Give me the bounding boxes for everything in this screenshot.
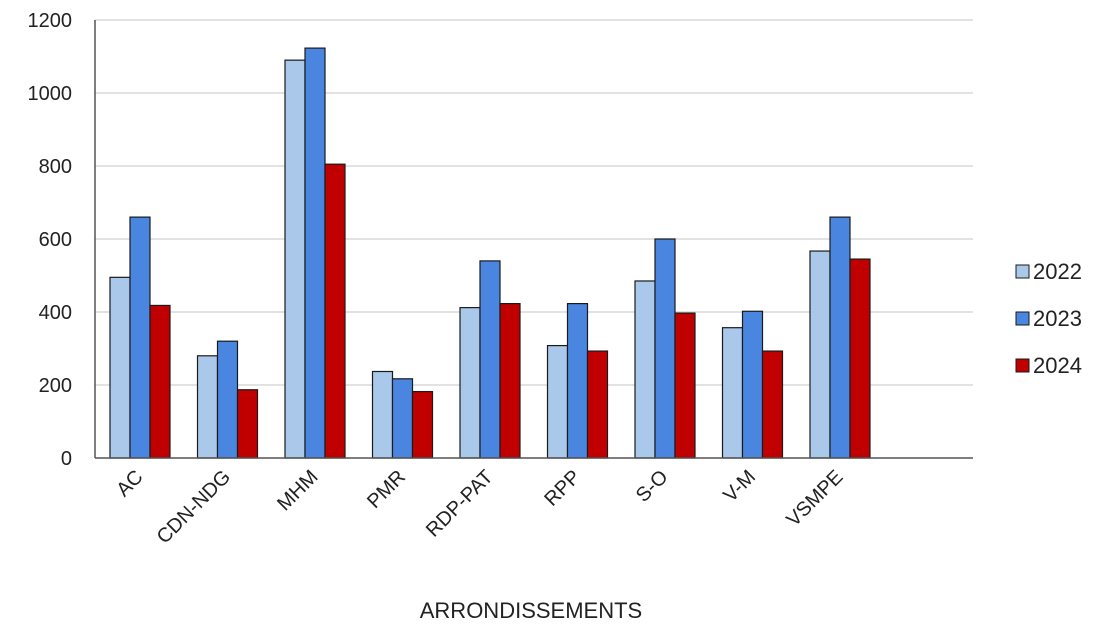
bar-ac-2024	[149, 304, 171, 459]
bar-s-o-2023	[654, 238, 676, 459]
x-tick-label: MHM	[273, 466, 322, 515]
bar-pmr-2022	[371, 370, 394, 459]
x-tick-label: VSMPE	[782, 466, 847, 531]
bar-v-m-2022	[721, 327, 744, 459]
x-tick-labels: AC CDN-NDG MHM PMR RDP-PAT RPP S-O V-M VSMPE	[112, 466, 847, 548]
y-tick-label: 600	[39, 229, 72, 251]
bar-rdp-pat-2024	[499, 303, 521, 459]
bar-mhm-2022	[284, 59, 306, 459]
y-tick-labels: 0 200 400 600 800 1000 1200	[28, 10, 73, 470]
legend: 2022 2023 2024	[1015, 259, 1082, 378]
y-tick-label: 400	[39, 302, 72, 324]
axes	[94, 20, 973, 459]
bar-vsmpe-2024	[849, 258, 871, 459]
x-tick-label: S-O	[632, 466, 673, 507]
legend-label: 2024	[1033, 353, 1082, 378]
bar-v-m-2024	[761, 350, 784, 459]
bar-mhm-2024	[324, 163, 346, 459]
bars	[109, 47, 871, 459]
bar-pmr-2024	[411, 390, 434, 459]
x-tick-label: RDP-PAT	[422, 466, 498, 542]
bar-cdn-ndg-2023	[216, 340, 239, 459]
x-tick-label: RPP	[540, 466, 585, 511]
bar-rdp-pat-2023	[479, 260, 501, 459]
bar-vsmpe-2023	[829, 216, 851, 459]
y-tick-label: 1200	[28, 10, 73, 32]
bar-cdn-ndg-2022	[196, 355, 219, 459]
y-tick-label: 0	[61, 448, 72, 470]
legend-label: 2023	[1033, 306, 1082, 331]
bar-ac-2023	[129, 216, 151, 459]
bar-v-m-2023	[741, 310, 764, 459]
bar-rpp-2022	[546, 344, 569, 459]
bar-s-o-2024	[674, 312, 696, 459]
bar-rdp-pat-2022	[459, 307, 481, 459]
bar-s-o-2022	[634, 280, 656, 459]
y-tick-label: 1000	[28, 83, 73, 105]
bar-cdn-ndg-2024	[236, 389, 259, 459]
bar-rpp-2023	[566, 303, 589, 459]
bar-rpp-2024	[586, 350, 609, 459]
bar-ac-2022	[109, 276, 131, 459]
y-tick-label: 800	[39, 156, 72, 178]
x-tick-label: CDN-NDG	[153, 466, 235, 548]
legend-swatch-2022	[1015, 264, 1030, 279]
bar-vsmpe-2022	[809, 250, 831, 459]
x-tick-label: AC	[112, 466, 147, 501]
bar-pmr-2023	[391, 378, 414, 459]
bar-mhm-2023	[304, 47, 326, 459]
legend-swatch-2024	[1015, 358, 1030, 373]
x-tick-label: PMR	[363, 466, 410, 513]
y-tick-label: 200	[39, 375, 72, 397]
x-axis-title: ARRONDISSEMENTS	[420, 598, 642, 623]
legend-label: 2022	[1033, 259, 1082, 284]
x-tick-label: V-M	[719, 466, 760, 507]
legend-swatch-2023	[1015, 311, 1030, 326]
